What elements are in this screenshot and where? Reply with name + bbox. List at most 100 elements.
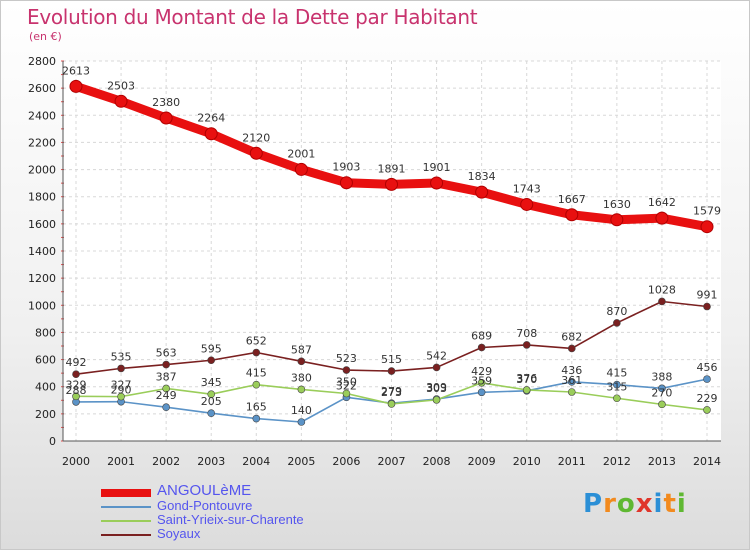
- y-tick-label: 1800: [28, 191, 56, 204]
- data-label: 303: [426, 382, 447, 395]
- x-tick-label: 2013: [648, 455, 676, 468]
- data-point: [162, 360, 170, 369]
- data-label: 1901: [423, 161, 451, 174]
- x-tick-label: 2009: [468, 455, 496, 468]
- data-point: [342, 366, 351, 374]
- x-tick-label: 2002: [152, 455, 180, 468]
- data-point: [700, 220, 714, 234]
- data-label: 288: [66, 384, 87, 397]
- data-point: [565, 208, 579, 222]
- data-point: [72, 392, 80, 401]
- data-label: 689: [471, 329, 492, 342]
- data-point: [162, 384, 170, 393]
- data-point: [477, 378, 486, 387]
- legend-swatch: [101, 489, 151, 497]
- data-point: [522, 386, 531, 394]
- data-point: [522, 341, 531, 349]
- data-label: 682: [561, 330, 582, 343]
- data-label: 388: [651, 370, 672, 383]
- data-label: 1667: [558, 193, 586, 206]
- data-label: 652: [246, 335, 267, 348]
- legend-swatch: [101, 506, 151, 508]
- y-tick-label: 2200: [28, 136, 56, 149]
- x-tick-label: 2001: [107, 455, 135, 468]
- proxiti-logo: Proxiti: [583, 489, 687, 519]
- data-label: 361: [561, 374, 582, 387]
- data-label: 991: [697, 289, 718, 302]
- data-label: 1743: [513, 182, 541, 195]
- y-tick-label: 0: [49, 435, 56, 448]
- data-label: 309: [426, 381, 447, 394]
- data-label: 429: [471, 365, 492, 378]
- data-point: [610, 213, 624, 227]
- data-point: [658, 297, 666, 306]
- data-label: 229: [697, 392, 718, 405]
- data-point: [613, 394, 621, 403]
- data-label: 1903: [332, 161, 360, 174]
- data-point: [249, 146, 263, 160]
- legend-swatch: [101, 534, 151, 536]
- data-label: 2120: [242, 131, 270, 144]
- logo-letter: t: [663, 489, 677, 519]
- data-label: 370: [516, 373, 537, 386]
- data-point: [162, 403, 170, 412]
- data-point: [342, 389, 351, 398]
- data-label: 315: [606, 380, 627, 393]
- logo-letter: i: [676, 489, 687, 519]
- unit-label: (en €): [29, 30, 62, 43]
- data-label: 290: [111, 384, 132, 397]
- x-tick-label: 2006: [332, 455, 360, 468]
- data-point: [567, 388, 576, 396]
- data-label: 2613: [62, 64, 90, 77]
- data-point: [477, 388, 486, 397]
- y-tick-label: 1600: [28, 218, 56, 231]
- data-label: 270: [651, 386, 672, 399]
- logo-letter: x: [635, 489, 654, 519]
- data-point: [520, 197, 534, 211]
- y-tick-label: 2600: [28, 82, 56, 95]
- y-tick-label: 2400: [28, 109, 56, 122]
- x-tick-label: 2010: [513, 455, 541, 468]
- data-label: 2380: [152, 96, 180, 109]
- data-point: [117, 392, 125, 401]
- data-label: 273: [381, 386, 402, 399]
- data-label: 1028: [648, 283, 676, 296]
- data-point: [432, 396, 441, 404]
- data-label: 542: [426, 349, 447, 362]
- data-point: [613, 319, 621, 327]
- data-point: [159, 111, 173, 125]
- legend-label: ANGOULèME: [157, 482, 252, 499]
- data-point: [297, 385, 306, 394]
- data-label: 563: [156, 347, 177, 360]
- data-point: [385, 177, 398, 191]
- logo-letter: P: [583, 489, 604, 519]
- data-point: [114, 94, 128, 108]
- legend-label: Saint-Yrieix-sur-Charente: [157, 512, 304, 527]
- data-point: [387, 367, 396, 375]
- data-label: 1891: [378, 162, 406, 175]
- data-label: 587: [291, 343, 312, 356]
- data-point: [207, 390, 216, 398]
- data-label: 595: [201, 342, 222, 355]
- data-point: [117, 364, 125, 373]
- y-tick-label: 600: [35, 354, 56, 367]
- data-point: [703, 375, 711, 383]
- data-point: [477, 343, 486, 352]
- x-tick-label: 2012: [603, 455, 631, 468]
- data-point: [252, 348, 261, 357]
- data-point: [613, 380, 621, 389]
- data-point: [297, 418, 306, 426]
- y-tick-label: 1200: [28, 272, 56, 285]
- logo-letter: r: [603, 489, 617, 519]
- data-point: [252, 380, 261, 389]
- data-point: [69, 79, 83, 93]
- data-label: 249: [156, 389, 177, 402]
- legend-swatch: [101, 520, 151, 522]
- y-tick-label: 2000: [28, 164, 56, 177]
- data-point: [252, 414, 261, 423]
- x-tick-label: 2007: [378, 455, 406, 468]
- data-label: 535: [111, 350, 132, 363]
- x-tick-label: 2011: [558, 455, 586, 468]
- data-label: 436: [561, 364, 582, 377]
